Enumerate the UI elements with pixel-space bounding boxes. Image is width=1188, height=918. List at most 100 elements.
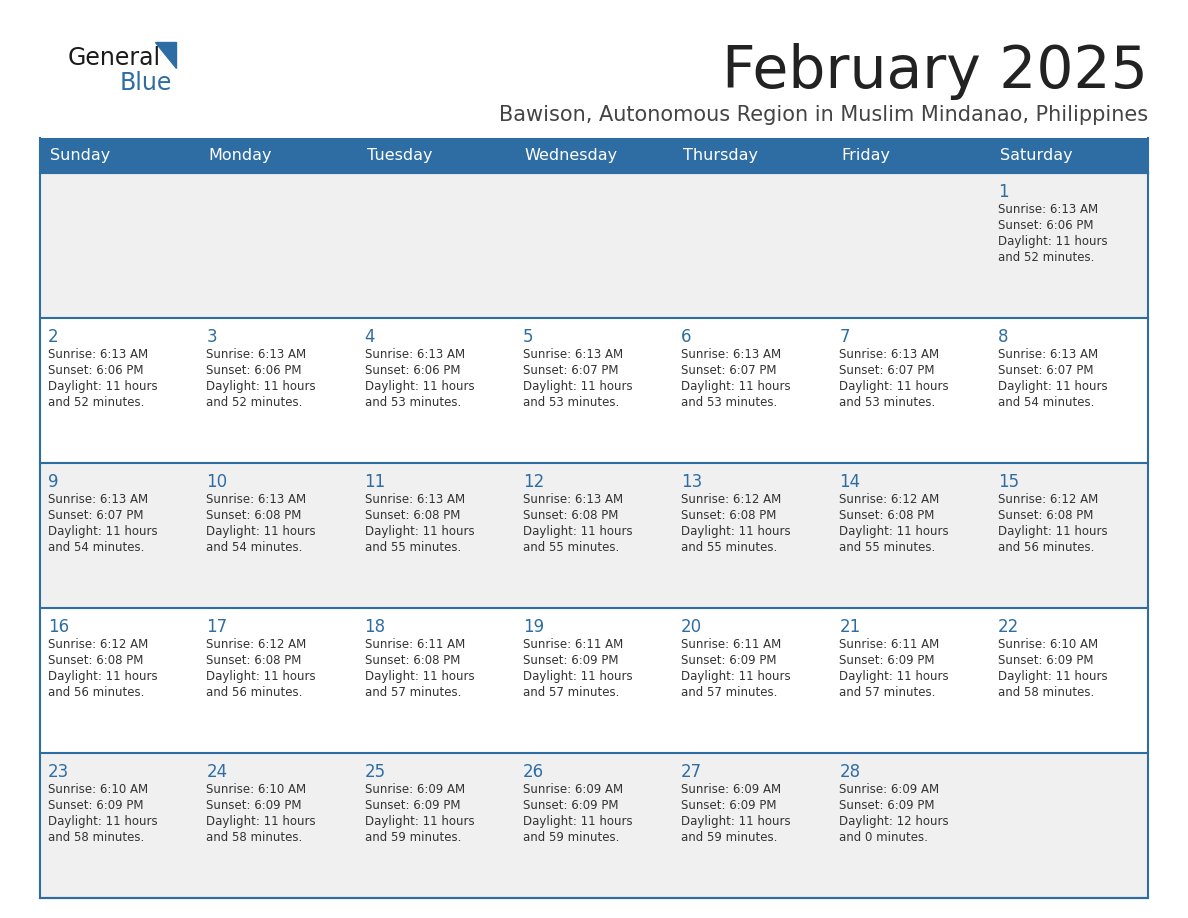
Polygon shape [154, 42, 176, 68]
Text: Daylight: 11 hours: Daylight: 11 hours [207, 525, 316, 538]
Text: 6: 6 [681, 328, 691, 346]
Text: 14: 14 [840, 473, 860, 491]
Text: and 57 minutes.: and 57 minutes. [523, 686, 619, 699]
Text: Sunrise: 6:12 AM: Sunrise: 6:12 AM [840, 493, 940, 506]
Text: Sunset: 6:08 PM: Sunset: 6:08 PM [207, 654, 302, 667]
Text: and 55 minutes.: and 55 minutes. [840, 541, 936, 554]
Text: Daylight: 11 hours: Daylight: 11 hours [523, 670, 632, 683]
Text: 3: 3 [207, 328, 217, 346]
Text: Sunset: 6:08 PM: Sunset: 6:08 PM [523, 509, 618, 522]
Text: Sunset: 6:06 PM: Sunset: 6:06 PM [998, 219, 1093, 232]
Text: 25: 25 [365, 763, 386, 781]
Text: Sunset: 6:07 PM: Sunset: 6:07 PM [523, 364, 619, 377]
Text: 28: 28 [840, 763, 860, 781]
Text: Friday: Friday [841, 148, 891, 163]
Text: Daylight: 11 hours: Daylight: 11 hours [48, 380, 158, 393]
Text: Sunset: 6:09 PM: Sunset: 6:09 PM [48, 799, 144, 812]
Text: Sunrise: 6:13 AM: Sunrise: 6:13 AM [840, 348, 940, 361]
Text: Daylight: 11 hours: Daylight: 11 hours [207, 380, 316, 393]
Text: Daylight: 11 hours: Daylight: 11 hours [365, 815, 474, 828]
Text: and 57 minutes.: and 57 minutes. [681, 686, 777, 699]
Text: and 52 minutes.: and 52 minutes. [48, 396, 145, 409]
Text: Sunrise: 6:12 AM: Sunrise: 6:12 AM [207, 638, 307, 651]
Text: Daylight: 11 hours: Daylight: 11 hours [681, 380, 791, 393]
Text: and 59 minutes.: and 59 minutes. [365, 831, 461, 844]
Text: Daylight: 11 hours: Daylight: 11 hours [681, 815, 791, 828]
Bar [40, 173, 1148, 318]
Text: 17: 17 [207, 618, 227, 636]
Text: Sunset: 6:09 PM: Sunset: 6:09 PM [523, 799, 619, 812]
Text: and 55 minutes.: and 55 minutes. [365, 541, 461, 554]
Text: and 55 minutes.: and 55 minutes. [523, 541, 619, 554]
Text: 12: 12 [523, 473, 544, 491]
Text: 22: 22 [998, 618, 1019, 636]
Text: and 54 minutes.: and 54 minutes. [48, 541, 145, 554]
Text: and 57 minutes.: and 57 minutes. [365, 686, 461, 699]
Text: Daylight: 11 hours: Daylight: 11 hours [48, 525, 158, 538]
Text: Sunrise: 6:09 AM: Sunrise: 6:09 AM [365, 783, 465, 796]
Text: Sunrise: 6:12 AM: Sunrise: 6:12 AM [681, 493, 782, 506]
Bar [40, 463, 1148, 608]
Text: and 53 minutes.: and 53 minutes. [523, 396, 619, 409]
Text: Sunset: 6:07 PM: Sunset: 6:07 PM [48, 509, 144, 522]
Text: Saturday: Saturday [1000, 148, 1073, 163]
Text: 19: 19 [523, 618, 544, 636]
Text: Sunrise: 6:10 AM: Sunrise: 6:10 AM [207, 783, 307, 796]
Text: Sunrise: 6:13 AM: Sunrise: 6:13 AM [998, 348, 1098, 361]
Text: 24: 24 [207, 763, 227, 781]
Text: and 53 minutes.: and 53 minutes. [365, 396, 461, 409]
Text: and 59 minutes.: and 59 minutes. [523, 831, 619, 844]
Text: Sunset: 6:08 PM: Sunset: 6:08 PM [48, 654, 144, 667]
Text: Sunset: 6:08 PM: Sunset: 6:08 PM [840, 509, 935, 522]
Text: 11: 11 [365, 473, 386, 491]
Text: Daylight: 11 hours: Daylight: 11 hours [998, 670, 1107, 683]
Text: 1: 1 [998, 183, 1009, 201]
Bar [40, 608, 1148, 753]
Text: Sunrise: 6:13 AM: Sunrise: 6:13 AM [48, 348, 148, 361]
Text: Sunset: 6:07 PM: Sunset: 6:07 PM [840, 364, 935, 377]
Text: and 56 minutes.: and 56 minutes. [998, 541, 1094, 554]
Text: Sunrise: 6:10 AM: Sunrise: 6:10 AM [998, 638, 1098, 651]
Text: Daylight: 11 hours: Daylight: 11 hours [523, 525, 632, 538]
Text: Sunrise: 6:11 AM: Sunrise: 6:11 AM [840, 638, 940, 651]
Text: Daylight: 11 hours: Daylight: 11 hours [840, 670, 949, 683]
Text: Sunset: 6:06 PM: Sunset: 6:06 PM [207, 364, 302, 377]
Text: Sunset: 6:08 PM: Sunset: 6:08 PM [365, 509, 460, 522]
Text: Sunrise: 6:13 AM: Sunrise: 6:13 AM [207, 348, 307, 361]
Text: Sunset: 6:09 PM: Sunset: 6:09 PM [681, 799, 777, 812]
Text: 2: 2 [48, 328, 58, 346]
Text: 18: 18 [365, 618, 386, 636]
Text: Daylight: 11 hours: Daylight: 11 hours [365, 380, 474, 393]
Text: Daylight: 11 hours: Daylight: 11 hours [523, 380, 632, 393]
Text: Sunrise: 6:13 AM: Sunrise: 6:13 AM [523, 348, 623, 361]
Text: Sunset: 6:08 PM: Sunset: 6:08 PM [681, 509, 777, 522]
Text: and 52 minutes.: and 52 minutes. [998, 251, 1094, 264]
Text: Daylight: 11 hours: Daylight: 11 hours [998, 525, 1107, 538]
Bar [40, 318, 1148, 463]
Text: 21: 21 [840, 618, 860, 636]
Text: Sunrise: 6:09 AM: Sunrise: 6:09 AM [681, 783, 782, 796]
Text: 8: 8 [998, 328, 1009, 346]
Text: Sunset: 6:09 PM: Sunset: 6:09 PM [681, 654, 777, 667]
Text: Daylight: 11 hours: Daylight: 11 hours [48, 670, 158, 683]
Text: Daylight: 11 hours: Daylight: 11 hours [207, 815, 316, 828]
Text: 5: 5 [523, 328, 533, 346]
Text: Sunrise: 6:09 AM: Sunrise: 6:09 AM [840, 783, 940, 796]
Text: 9: 9 [48, 473, 58, 491]
Text: Daylight: 11 hours: Daylight: 11 hours [998, 380, 1107, 393]
Text: Daylight: 11 hours: Daylight: 11 hours [681, 670, 791, 683]
Text: Daylight: 11 hours: Daylight: 11 hours [48, 815, 158, 828]
Text: Daylight: 11 hours: Daylight: 11 hours [998, 235, 1107, 248]
Text: Sunset: 6:09 PM: Sunset: 6:09 PM [840, 799, 935, 812]
Text: Sunset: 6:07 PM: Sunset: 6:07 PM [998, 364, 1093, 377]
Text: and 53 minutes.: and 53 minutes. [840, 396, 936, 409]
Text: and 58 minutes.: and 58 minutes. [998, 686, 1094, 699]
Text: and 56 minutes.: and 56 minutes. [207, 686, 303, 699]
Text: Thursday: Thursday [683, 148, 758, 163]
Bar [40, 753, 1148, 898]
Text: 26: 26 [523, 763, 544, 781]
Text: Sunset: 6:06 PM: Sunset: 6:06 PM [48, 364, 144, 377]
Text: Sunrise: 6:13 AM: Sunrise: 6:13 AM [48, 493, 148, 506]
Text: Sunrise: 6:11 AM: Sunrise: 6:11 AM [681, 638, 782, 651]
Text: Sunrise: 6:11 AM: Sunrise: 6:11 AM [523, 638, 624, 651]
